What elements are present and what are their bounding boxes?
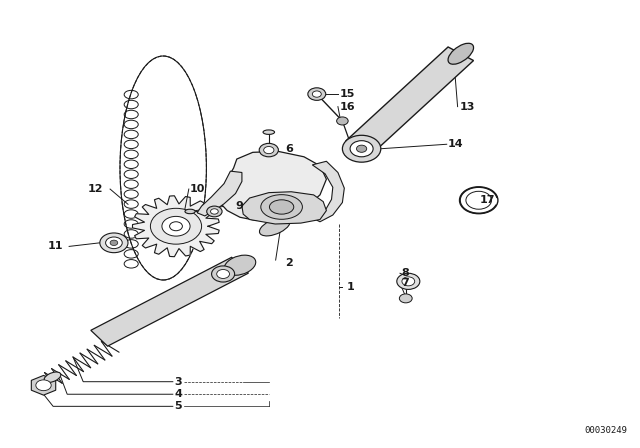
Circle shape [397,273,420,289]
Circle shape [100,233,128,253]
Text: 8: 8 [401,268,409,278]
Text: 00030249: 00030249 [584,426,627,435]
Polygon shape [31,375,56,395]
Polygon shape [132,196,219,257]
Circle shape [36,380,51,391]
Circle shape [212,266,235,282]
Polygon shape [312,161,344,222]
Ellipse shape [259,218,290,236]
Text: 3: 3 [174,377,182,387]
Text: 13: 13 [460,102,475,112]
Text: 9: 9 [236,201,243,211]
Circle shape [308,88,326,100]
Polygon shape [242,192,326,224]
Text: 6: 6 [285,144,292,154]
Circle shape [110,240,118,246]
Circle shape [399,294,412,303]
Text: 16: 16 [339,102,355,112]
Ellipse shape [224,255,256,275]
Ellipse shape [263,130,275,134]
Circle shape [106,237,122,249]
Text: 17: 17 [480,195,495,205]
Polygon shape [197,171,242,216]
Ellipse shape [185,209,195,214]
Circle shape [162,216,190,236]
Circle shape [150,208,202,244]
Ellipse shape [448,43,474,64]
Text: 7: 7 [401,278,409,288]
Circle shape [337,117,348,125]
Text: 15: 15 [339,89,355,99]
Circle shape [342,135,381,162]
Circle shape [211,209,218,214]
Ellipse shape [44,372,61,383]
Text: 10: 10 [190,184,205,194]
Text: 5: 5 [174,401,182,411]
Circle shape [259,143,278,157]
Circle shape [466,191,492,209]
Circle shape [207,206,222,217]
Text: 4: 4 [174,389,182,399]
Text: 14: 14 [448,139,463,149]
Circle shape [402,277,415,286]
Circle shape [460,187,498,214]
Circle shape [312,91,321,97]
Circle shape [356,145,367,152]
Circle shape [264,146,274,154]
Circle shape [170,222,182,231]
Polygon shape [219,151,326,220]
Ellipse shape [269,200,294,214]
Circle shape [217,270,230,279]
Text: 1: 1 [347,282,355,292]
Polygon shape [346,47,474,155]
Text: 12: 12 [88,184,104,194]
Circle shape [350,141,373,157]
Ellipse shape [261,194,303,219]
Text: 11: 11 [47,241,63,251]
Polygon shape [91,257,248,346]
Text: 2: 2 [285,258,292,268]
